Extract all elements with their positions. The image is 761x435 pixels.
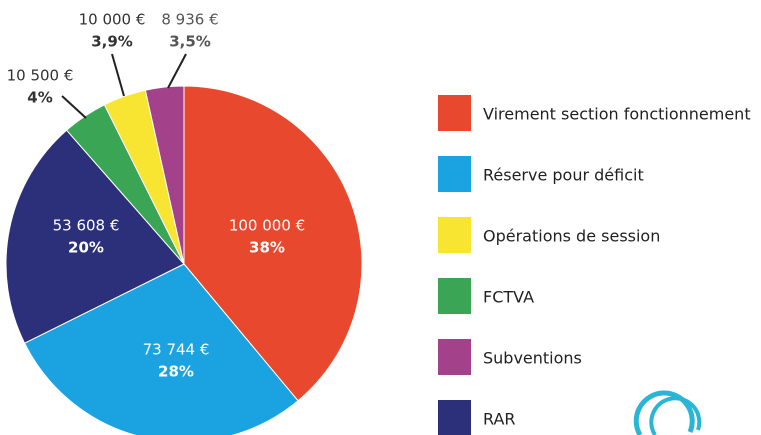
leader-line bbox=[111, 53, 125, 97]
decoration bbox=[649, 396, 702, 435]
value-label: 53 608 € bbox=[53, 217, 120, 235]
slice bbox=[144, 85, 185, 265]
legend-swatch bbox=[438, 278, 471, 314]
value-label: 73 744 € bbox=[143, 341, 210, 359]
legend-swatch bbox=[438, 339, 471, 375]
percent-label: 28% bbox=[158, 363, 194, 381]
legend-label: Virement section fonctionnement bbox=[483, 105, 751, 124]
value-label: 10 500 € bbox=[7, 67, 74, 85]
legend-label: FCTVA bbox=[483, 288, 534, 307]
percent-label: 3,9% bbox=[91, 33, 133, 51]
legend-label: Subventions bbox=[483, 349, 582, 368]
percent-label: 38% bbox=[249, 239, 285, 257]
legend-swatch bbox=[438, 400, 471, 435]
leader-line bbox=[167, 53, 187, 89]
percent-label: 4% bbox=[27, 89, 52, 107]
value-label: 100 000 € bbox=[229, 217, 305, 235]
percent-label: 20% bbox=[68, 239, 104, 257]
leader-line bbox=[61, 95, 87, 119]
value-label: 8 936 € bbox=[161, 11, 218, 29]
legend-label: Réserve pour déficit bbox=[483, 166, 644, 185]
decoration bbox=[633, 390, 695, 435]
slice bbox=[5, 129, 185, 344]
legend-swatch bbox=[438, 156, 471, 192]
slice bbox=[23, 263, 299, 435]
legend-swatch bbox=[438, 217, 471, 253]
percent-label: 3,5% bbox=[169, 33, 211, 51]
legend-swatch bbox=[438, 95, 471, 131]
slice bbox=[183, 85, 363, 402]
legend-label: RAR bbox=[483, 410, 516, 429]
value-label: 10 000 € bbox=[79, 11, 146, 29]
legend-label: Opérations de session bbox=[483, 227, 660, 246]
